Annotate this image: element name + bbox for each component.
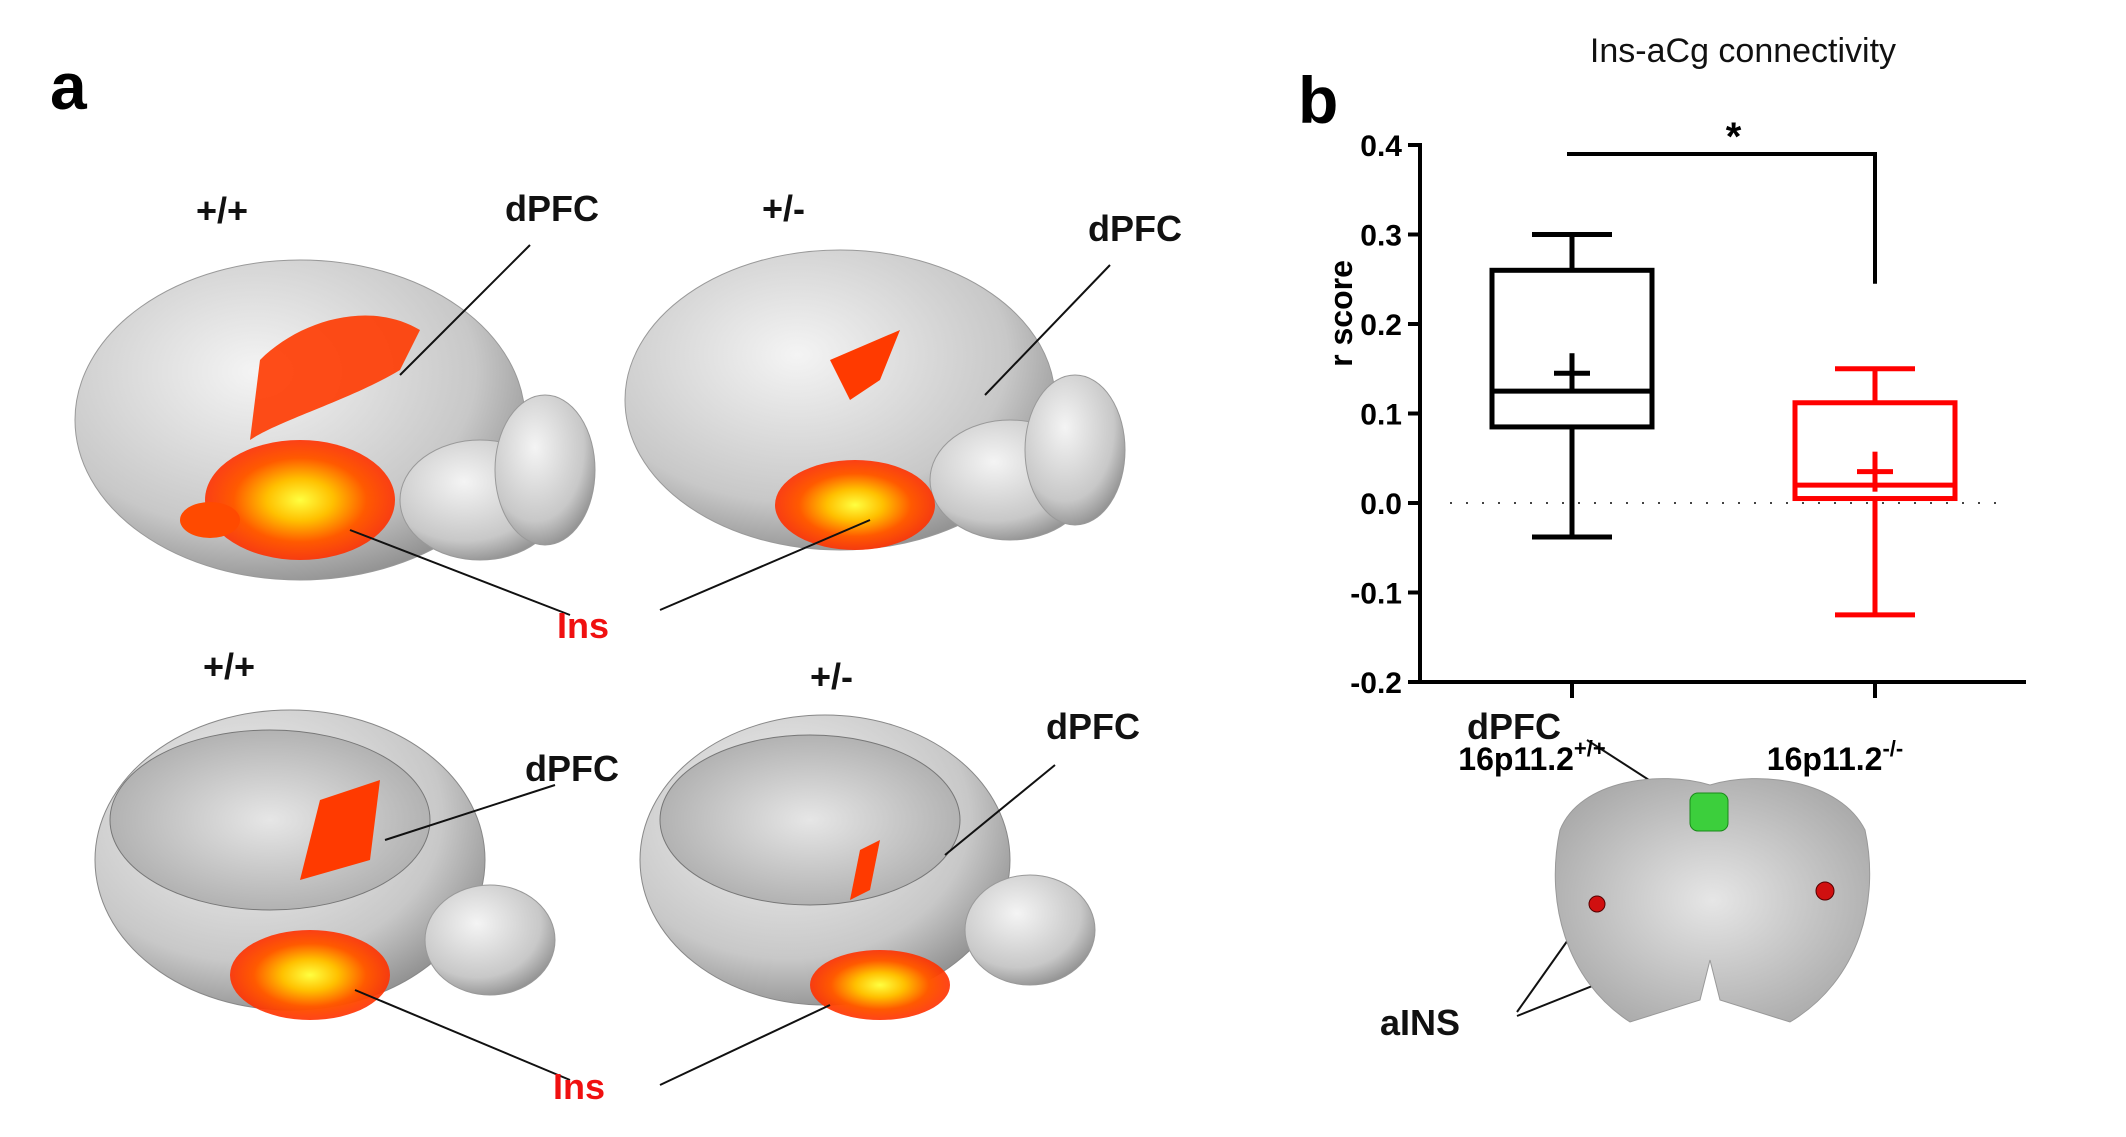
coronal-seed-map [1554,778,1871,1023]
ains-seed-right [1815,881,1835,901]
significance-star: * [1726,115,1742,159]
y-tick-label: 0.2 [1360,309,1402,342]
brain-surface-het [624,249,1126,551]
genotype-label: +/+ [196,190,249,231]
y-tick-label: 0.4 [1360,130,1402,163]
genotype-label: +/+ [203,646,256,687]
chart-title: Ins-aCg connectivity [1590,32,1896,70]
significance-bracket [1567,151,1877,284]
y-tick-label: 0.0 [1360,488,1402,521]
genotype-label: +/- [810,656,854,697]
region-label-ins: Ins [557,605,610,646]
box-iqr [1792,400,1958,502]
brain-surface-wt [74,259,596,581]
region-label-dpfc: dPFC [525,748,619,789]
region-label-ins: Ins [553,1066,606,1107]
y-tick-label: 0.3 [1360,220,1402,253]
region-label-dpfc: dPFC [505,188,599,229]
box-iqr [1489,267,1655,430]
seed-label-ains: aINS [1380,1002,1461,1043]
region-label-dpfc: dPFC [1088,208,1182,249]
y-tick-label: -0.1 [1350,578,1402,611]
x-tick-label: 16p11.2-/- [1767,736,1903,777]
y-axis-label: r score [1323,260,1359,367]
seed-label-dpfc: dPFC [1467,706,1561,747]
genotype-label: +/- [762,188,806,229]
dpfc-seed [1689,792,1729,832]
brain-section-wt [94,709,556,1020]
y-tick-label: 0.1 [1360,399,1402,432]
panel-letter-a: a [50,49,87,123]
region-label-dpfc: dPFC [1046,706,1140,747]
ains-seed-left [1588,895,1606,913]
x-tick-label: 16p11.2+/+ [1458,736,1605,777]
y-tick-label: -0.2 [1350,667,1402,700]
brain-section-het [639,714,1096,1020]
panel-letter-b: b [1298,63,1339,137]
